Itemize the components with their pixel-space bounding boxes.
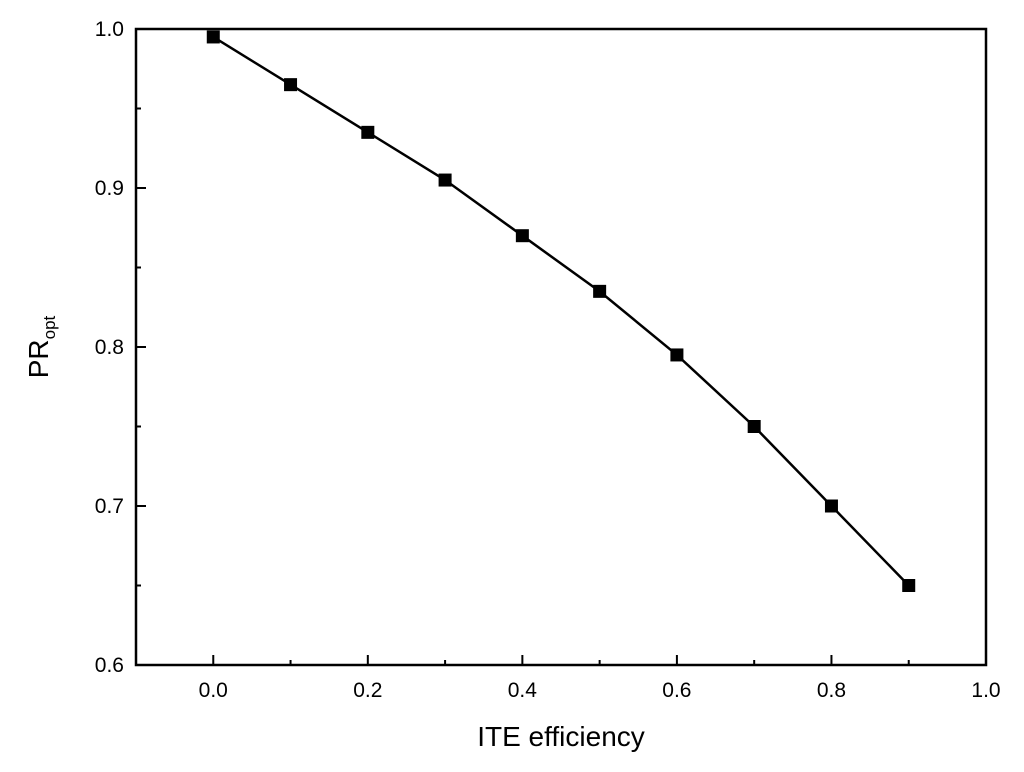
y-axis-title-subscript: opt	[40, 315, 59, 339]
axis-tick-labels: 0.0 0.2 0.4 0.6 0.8 1.0 0.6 0.7 0.8 0.9 1.0	[95, 18, 1001, 702]
data-point-marker	[206, 30, 220, 44]
y-tick-label: 0.6	[95, 654, 124, 677]
plot-frame	[134, 27, 988, 667]
data-point-marker	[438, 173, 452, 187]
data-point-marker	[747, 420, 761, 433]
series-markers	[206, 30, 916, 592]
data-point-marker	[284, 78, 298, 92]
x-tick-label: 0.2	[353, 679, 382, 702]
y-tick-label: 1.0	[95, 18, 124, 41]
series-line	[212, 35, 910, 587]
y-tick-label: 0.7	[95, 495, 124, 518]
data-point-marker	[361, 125, 375, 139]
y-tick-label: 0.8	[95, 336, 124, 359]
y-tick-label: 0.9	[95, 177, 124, 200]
data-point-marker	[515, 229, 529, 243]
y-axis-title: PRopt	[23, 315, 59, 378]
data-point-marker	[670, 348, 684, 362]
x-tick-label: 0.4	[508, 679, 538, 702]
x-tick-label: 1.0	[971, 679, 1000, 702]
x-tick-label: 0.0	[199, 679, 228, 702]
data-point-marker	[902, 579, 916, 592]
data-point-marker	[593, 284, 607, 298]
x-tick-label: 0.6	[662, 679, 691, 702]
x-tick-label: 0.8	[817, 679, 846, 702]
x-axis-title: ITE efficiency	[477, 721, 645, 752]
data-point-marker	[824, 499, 838, 513]
y-axis-title-main: PR	[23, 339, 54, 378]
axis-ticks	[136, 28, 987, 666]
